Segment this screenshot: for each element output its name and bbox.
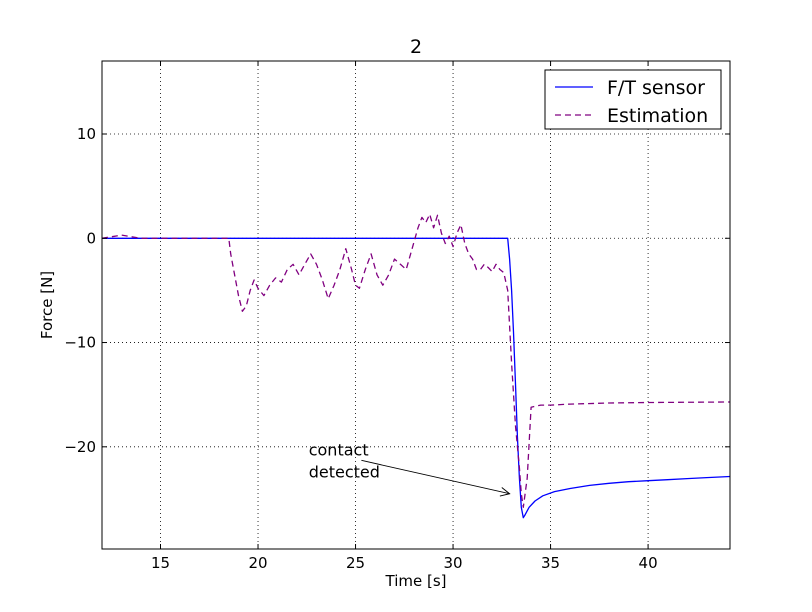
series-line-ft-sensor xyxy=(102,237,731,519)
legend: F/T sensor Estimation xyxy=(544,69,722,130)
x-tick-label: 40 xyxy=(639,554,658,572)
legend-entry-ft-sensor: F/T sensor xyxy=(607,77,705,99)
legend-box xyxy=(544,69,722,130)
plot-frame xyxy=(101,60,731,550)
x-tick-label: 30 xyxy=(444,554,463,572)
x-tick-label: 25 xyxy=(346,554,365,572)
chart-title: 2 xyxy=(410,36,422,58)
x-tick-label: 35 xyxy=(541,554,560,572)
series-line-estimation xyxy=(101,213,731,508)
y-tick-label: 10 xyxy=(77,125,96,143)
y-axis-label: Force [N] xyxy=(38,271,56,339)
x-axis-label: Time [s] xyxy=(385,572,447,590)
annotation-arrowhead xyxy=(499,487,511,497)
y-tick-label: −20 xyxy=(64,438,96,456)
legend-entry-estimation: Estimation xyxy=(607,105,708,127)
series-layer xyxy=(101,213,731,519)
x-tick-label: 20 xyxy=(248,554,267,572)
y-tick-label: −10 xyxy=(64,334,96,352)
x-tick-label: 15 xyxy=(151,554,170,572)
annotation: contact detected xyxy=(309,440,511,497)
annotation-text-line1: contact xyxy=(309,440,369,459)
annotation-text-line2: detected xyxy=(309,462,380,481)
annotation-arrow xyxy=(361,459,510,495)
axis-ticks: 15 20 25 30 35 40 10 0 −10 −20 xyxy=(64,61,730,572)
y-tick-label: 0 xyxy=(86,229,96,247)
